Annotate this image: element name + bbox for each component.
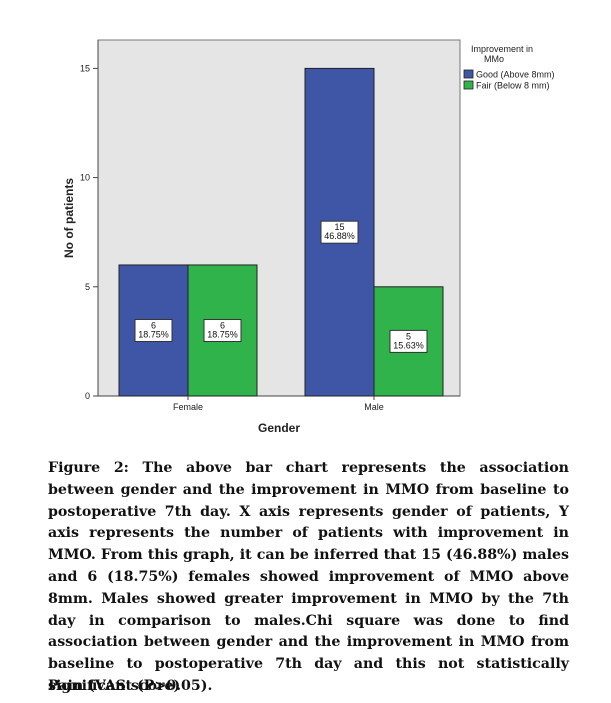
data-label: 618.75%: [134, 318, 173, 342]
y-tick-label: 15: [80, 63, 90, 73]
x-axis-title: Gender: [258, 421, 300, 435]
legend: Improvement in MMo Good (Above 8mm)Fair …: [463, 44, 555, 91]
data-label-text: 6: [151, 320, 156, 330]
y-tick-label: 5: [85, 282, 90, 292]
figure-caption: Figure 2: The above bar chart represents…: [48, 460, 569, 694]
legend-title: Improvement in: [471, 44, 533, 54]
ticks-layer: 0 5 10 15 Female Male: [80, 63, 384, 412]
legend-title-line-2: MMo: [484, 54, 504, 64]
legend-label: Fair (Below 8 mm): [476, 81, 550, 91]
legend-label: Good (Above 8mm): [476, 70, 555, 80]
data-label-box: [203, 318, 242, 342]
data-label-box: [134, 318, 173, 342]
y-tick-label: 10: [80, 173, 90, 183]
data-label: 618.75%: [203, 318, 242, 342]
data-label-box: [320, 220, 359, 244]
data-label: 515.63%: [389, 329, 428, 353]
y-tick-label: 0: [85, 391, 90, 401]
data-label-text: 18.75%: [138, 329, 169, 339]
data-label-text: 6: [220, 320, 225, 330]
legend-items: Good (Above 8mm)Fair (Below 8 mm): [463, 69, 555, 91]
data-label-text: 18.75%: [207, 329, 238, 339]
data-label-text: 15: [334, 222, 344, 232]
data-label-text: 46.88%: [324, 231, 355, 241]
data-label-text: 15.63%: [393, 340, 424, 350]
legend-swatch: [463, 80, 474, 90]
data-label-box: [389, 329, 428, 353]
x-tick-label: Male: [364, 402, 384, 412]
data-label-text: 5: [406, 331, 411, 341]
section-heading: Pain (VAS score): [48, 678, 181, 694]
y-axis-title: No of patients: [62, 178, 76, 258]
x-tick-label: Female: [173, 402, 203, 412]
legend-swatch: [463, 69, 474, 79]
